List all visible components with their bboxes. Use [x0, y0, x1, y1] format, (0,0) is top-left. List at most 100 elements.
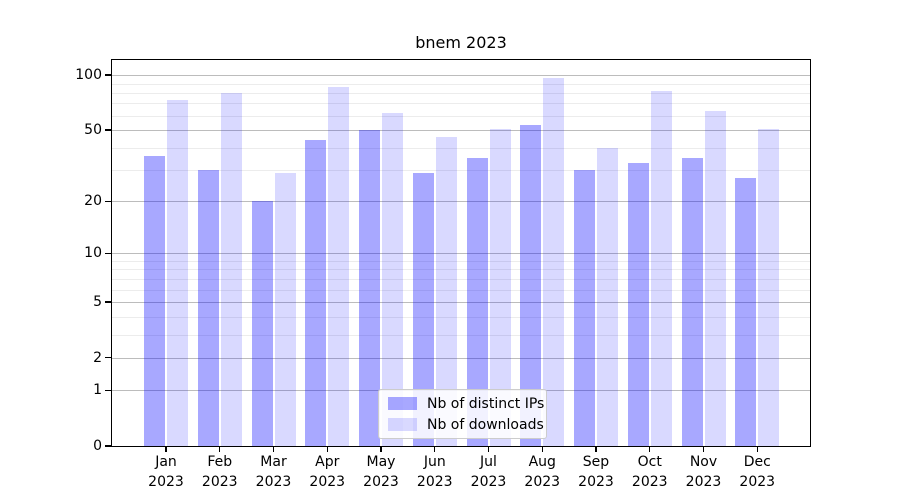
bar-mar-s1	[274, 172, 296, 446]
major-gridline	[112, 357, 810, 359]
y-tick-label: 20	[84, 193, 102, 210]
year-label: 2023	[255, 474, 292, 490]
year-label: 2023	[524, 474, 561, 490]
bar-apr-s0	[305, 140, 327, 446]
x-tick-mark	[702, 446, 705, 452]
x-tick-mark	[165, 446, 167, 452]
legend-item-downloads: Nb of downloads	[388, 417, 544, 433]
y-tick-label: 50	[84, 122, 102, 139]
x-tick-mark	[541, 446, 543, 452]
y-tick-label: 10	[84, 245, 102, 262]
month-label: Dec	[743, 454, 771, 470]
y-tick-mark	[105, 389, 112, 391]
year-label: 2023	[685, 474, 722, 490]
minor-gridline	[112, 170, 810, 172]
month-label: Jan	[155, 454, 177, 470]
month-label: May	[366, 454, 396, 470]
bar-dec-s0	[735, 178, 757, 446]
bar-jul-s0	[466, 158, 488, 446]
year-label: 2023	[631, 474, 668, 490]
x-tick-mark	[595, 446, 597, 452]
x-tick-label-may: May 2023	[349, 452, 413, 492]
month-label: Aug	[528, 454, 556, 470]
minor-gridline	[112, 83, 810, 85]
year-label: 2023	[416, 474, 453, 490]
bar-jan-s1	[167, 100, 188, 446]
legend-label-distinct-ips: Nb of distinct IPs	[427, 395, 545, 412]
x-tick-label-nov: Nov 2023	[672, 452, 736, 492]
year-label: 2023	[201, 474, 238, 490]
month-label: Sep	[582, 454, 610, 470]
legend-label-downloads: Nb of downloads	[427, 416, 544, 433]
major-gridline	[112, 75, 810, 77]
y-tick-label: 100	[75, 67, 102, 84]
x-tick-label-jan: Jan 2023	[134, 452, 198, 492]
x-tick-label-sep: Sep 2023	[564, 452, 628, 492]
y-tick-mark	[105, 445, 112, 447]
x-tick-label-dec: Dec 2023	[725, 452, 789, 492]
minor-gridline	[112, 269, 810, 271]
x-tick-label-feb: Feb 2023	[188, 452, 252, 492]
bar-oct-s0	[627, 162, 649, 446]
month-label: Feb	[207, 454, 233, 470]
bar-feb-s0	[197, 170, 219, 446]
x-tick-label-apr: Apr 2023	[295, 452, 359, 492]
bar-sep-s0	[574, 170, 595, 446]
bar-apr-s1	[328, 87, 350, 446]
month-label: Jun	[423, 454, 446, 470]
bar-aug-s0	[520, 125, 542, 446]
major-gridline	[112, 201, 810, 203]
month-label: Oct	[637, 454, 662, 470]
month-label: Mar	[260, 454, 287, 470]
bar-jan-s0	[144, 155, 165, 446]
year-label: 2023	[739, 474, 776, 490]
major-gridline	[112, 130, 810, 132]
bar-feb-s1	[220, 92, 242, 446]
minor-gridline	[112, 289, 810, 291]
month-label: Jul	[480, 454, 497, 470]
bar-jun-s0	[412, 172, 434, 446]
major-gridline	[112, 302, 810, 304]
year-label: 2023	[148, 474, 184, 490]
year-label: 2023	[309, 474, 346, 490]
minor-gridline	[112, 278, 810, 280]
minor-gridline	[112, 103, 810, 105]
x-tick-mark	[487, 446, 490, 452]
y-tick-mark	[105, 200, 112, 203]
minor-gridline	[112, 334, 810, 336]
bar-jun-s1	[435, 136, 457, 446]
minor-gridline	[112, 92, 810, 94]
x-tick-label-jul: Jul 2023	[457, 452, 521, 492]
major-gridline	[112, 253, 810, 255]
month-label: Nov	[689, 454, 718, 470]
year-label: 2023	[578, 474, 614, 490]
y-tick-label: 2	[93, 349, 102, 366]
bar-oct-s1	[650, 90, 672, 446]
chart-title: bnem 2023	[415, 33, 507, 52]
y-tick-label: 0	[93, 438, 102, 454]
minor-gridline	[112, 316, 810, 318]
bar-may-s0	[359, 130, 380, 446]
x-tick-label-oct: Oct 2023	[618, 452, 682, 492]
plot-area	[111, 59, 811, 447]
year-label: 2023	[363, 474, 399, 490]
y-tick-mark	[105, 301, 112, 303]
minor-gridline	[112, 260, 810, 262]
bar-aug-s1	[543, 78, 565, 446]
x-tick-label-jun: Jun 2023	[403, 452, 467, 492]
y-tick-label: 5	[93, 294, 102, 311]
legend: Nb of distinct IPs Nb of downloads	[378, 389, 547, 439]
x-tick-label-mar: Mar 2023	[242, 452, 306, 492]
year-label: 2023	[470, 474, 507, 490]
bar-nov-s1	[704, 110, 726, 446]
x-tick-mark	[434, 446, 436, 452]
legend-swatch-distinct-ips	[388, 397, 417, 410]
y-tick-mark	[105, 74, 112, 76]
minor-gridline	[112, 147, 810, 149]
x-tick-mark	[756, 446, 758, 452]
x-tick-mark	[380, 446, 382, 452]
y-tick-mark	[105, 252, 112, 255]
minor-gridline	[112, 115, 810, 117]
bar-nov-s0	[681, 158, 703, 446]
bar-jul-s1	[489, 128, 511, 446]
